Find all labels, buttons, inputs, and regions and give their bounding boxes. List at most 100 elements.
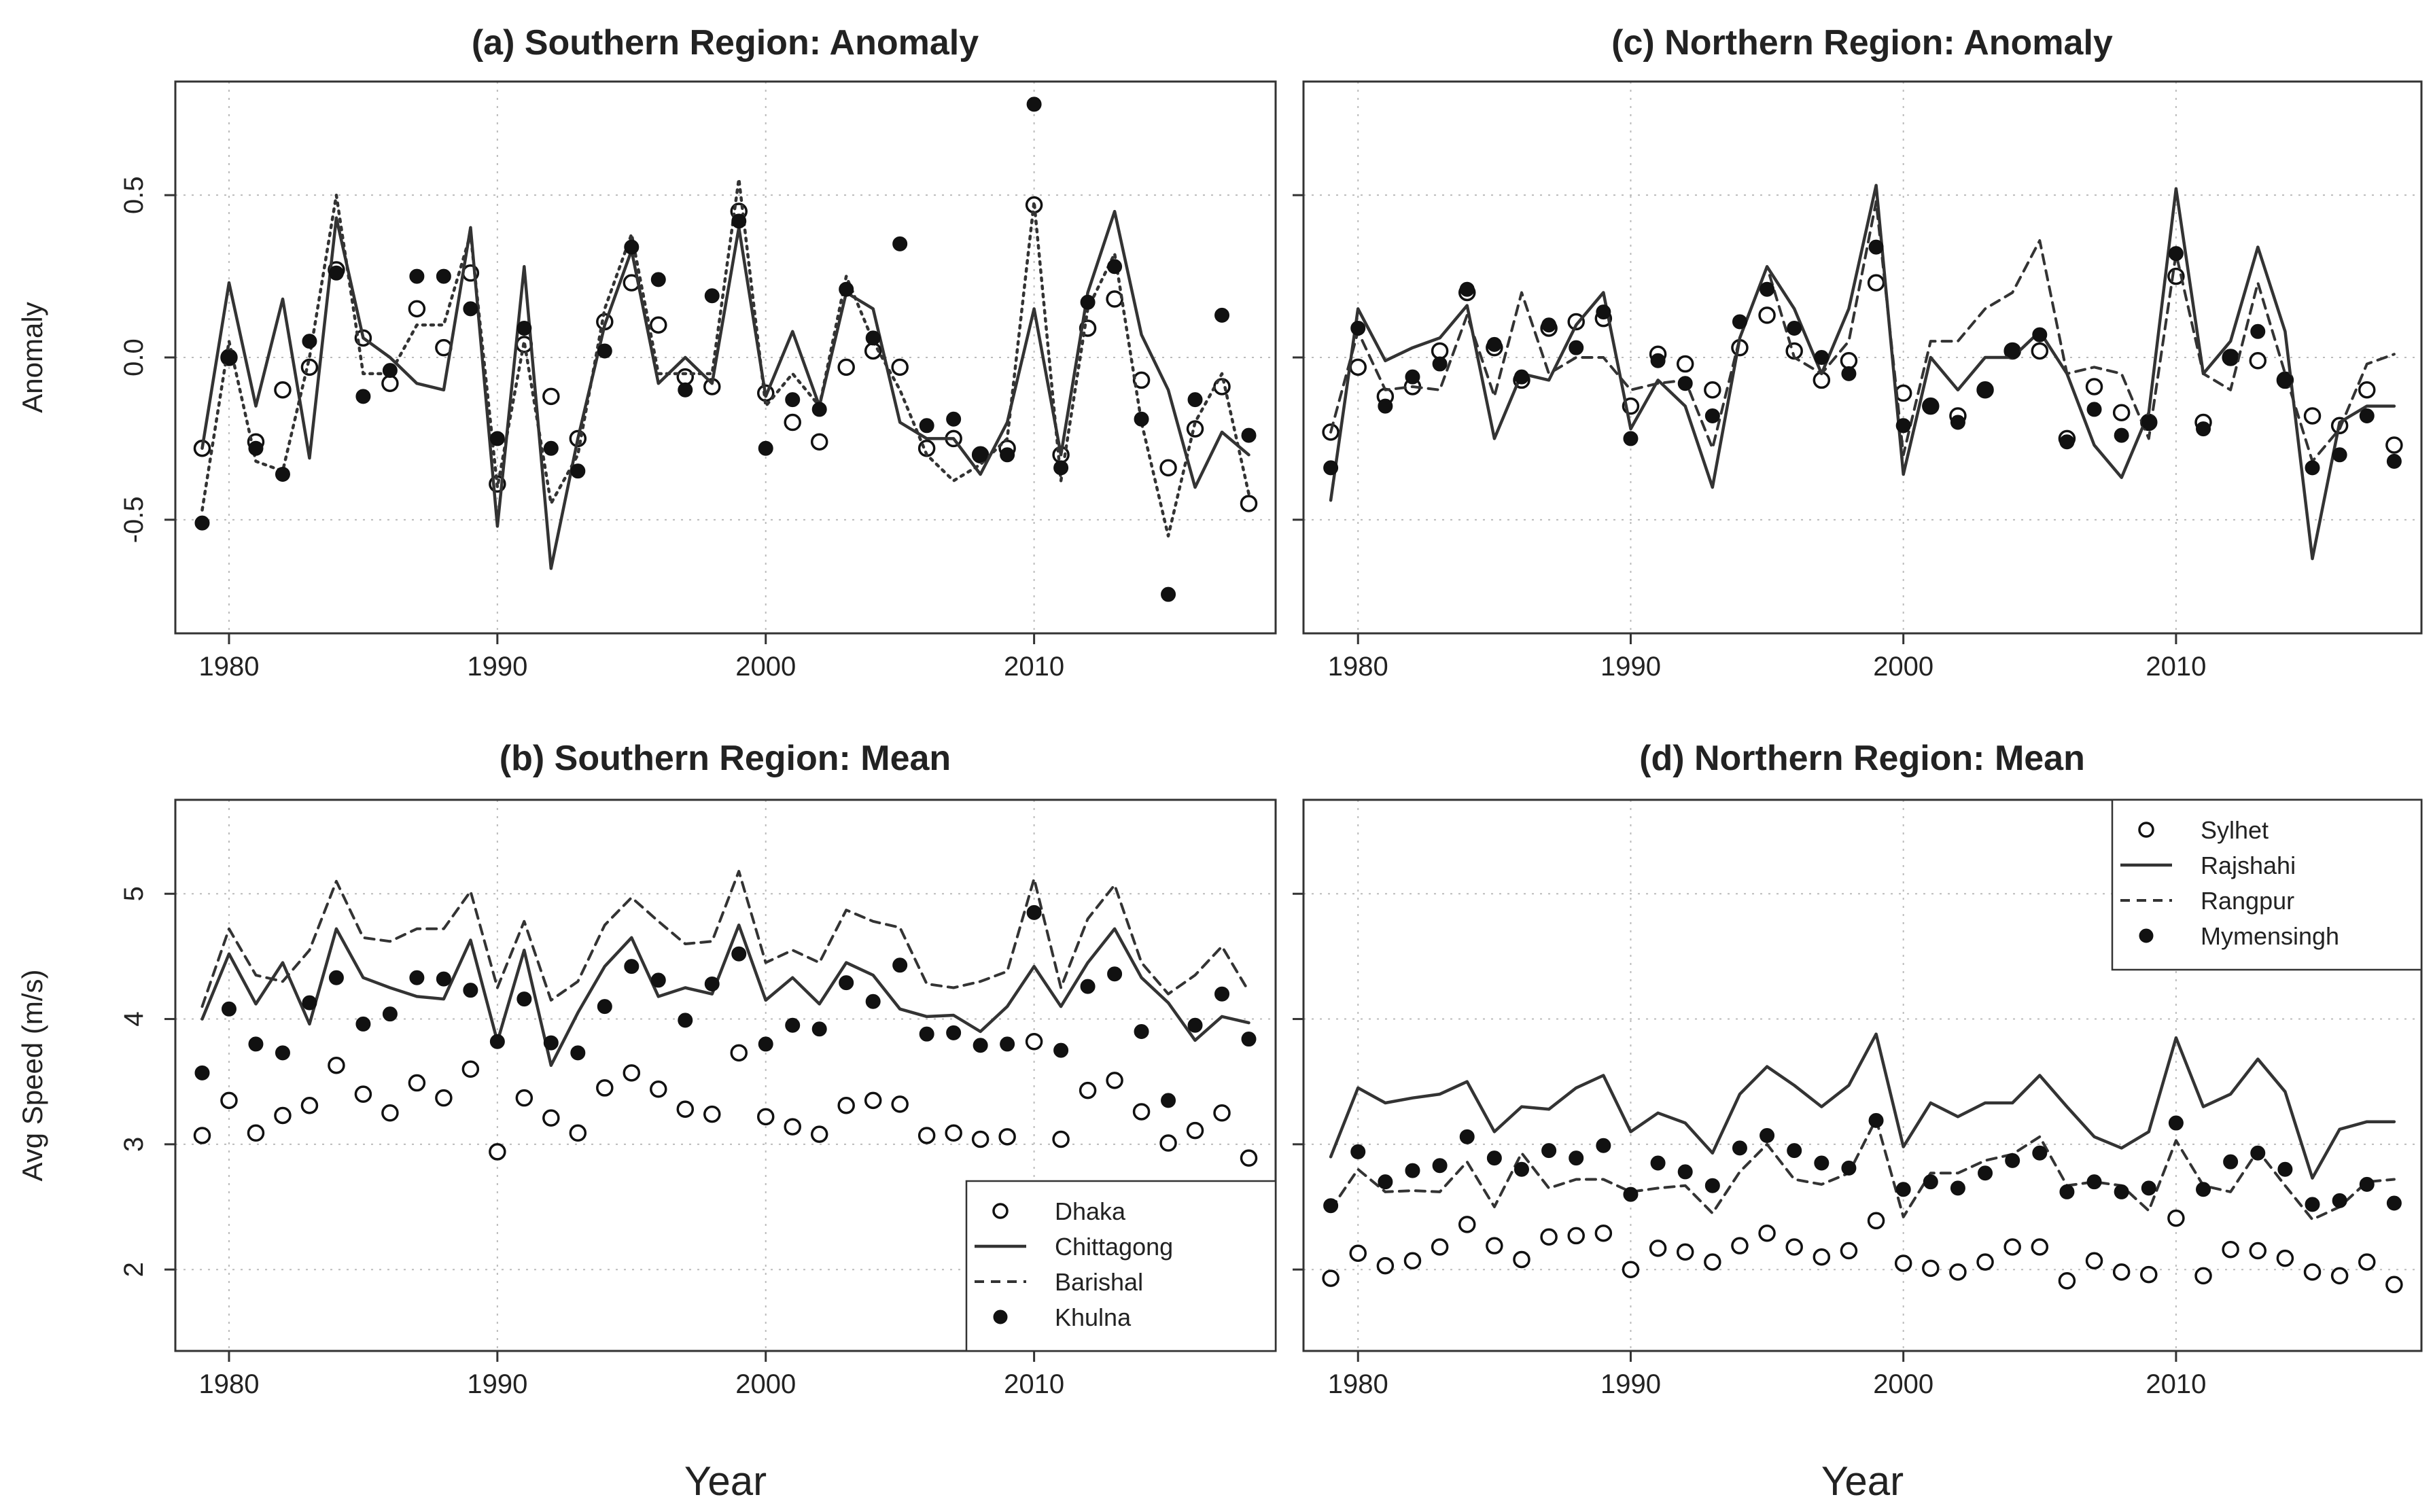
series-barishal [200, 177, 1250, 538]
data-point [2358, 381, 2376, 399]
panel-c: (c) Northern Region: Anomaly 1980 1990 2000… [1293, 23, 2423, 682]
data-point [489, 431, 505, 446]
data-point [703, 1105, 721, 1123]
data-point [2385, 1276, 2403, 1294]
data-point [1459, 281, 1475, 297]
data-point [2277, 1161, 2293, 1177]
series-rangpur [1329, 1118, 2396, 1221]
legend-marker [993, 1309, 1008, 1324]
data-point [837, 358, 855, 376]
series-mymensingh [1323, 239, 2402, 476]
data-point [1677, 1164, 1693, 1180]
data-point [946, 1025, 962, 1040]
data-point [1569, 340, 1584, 355]
data-point [1053, 460, 1069, 476]
data-point [194, 1065, 210, 1080]
data-point [2385, 436, 2403, 454]
data-point [409, 268, 425, 284]
data-point [463, 983, 478, 998]
data-point [515, 1089, 533, 1107]
data-point [2249, 352, 2267, 370]
x-tick-label: 1990 [467, 652, 527, 682]
data-point [650, 316, 667, 334]
legend-label: Mymensingh [2201, 922, 2339, 950]
chart-title: (b) Southern Region: Mean [500, 739, 951, 778]
panel-b: (b) Southern Region: Mean 1980 1990 2000 201… [16, 739, 1277, 1504]
data-point [1814, 350, 1830, 365]
data-point [1458, 1216, 1476, 1233]
data-point [2358, 1253, 2376, 1271]
data-point [1704, 1178, 1720, 1193]
data-point [2168, 246, 2184, 262]
data-point [569, 1124, 587, 1142]
data-point [1867, 1212, 1885, 1230]
panel-d: (d) Northern Region: Mean 1980 1990 2000 201… [1293, 739, 2423, 1504]
data-point [919, 1026, 934, 1042]
data-point [1676, 355, 1694, 373]
data-point [839, 281, 854, 297]
data-point [543, 440, 559, 456]
data-point [2196, 421, 2211, 437]
data-point [436, 268, 451, 284]
data-point [1350, 321, 1366, 336]
data-point [1214, 986, 1230, 1002]
data-point [2222, 1240, 2239, 1259]
data-point [409, 970, 425, 985]
data-point [2112, 1263, 2131, 1281]
y-tick-label: 4 [119, 1011, 149, 1026]
data-point [1895, 418, 1911, 434]
legend-label: Chittagong [1055, 1233, 1173, 1261]
data-point [1787, 321, 1802, 336]
data-point [1214, 307, 1230, 323]
data-point [2167, 1209, 2185, 1227]
data-point [1540, 1228, 1558, 1246]
data-point [730, 1044, 748, 1062]
data-point [2031, 1238, 2049, 1256]
data-point [1623, 431, 1639, 446]
data-point [839, 975, 854, 991]
data-point [1159, 459, 1177, 477]
x-tick-label: 1990 [1600, 652, 1661, 682]
data-point [1868, 239, 1884, 255]
legend-label: Rajshahi [2201, 851, 2296, 879]
data-point [1841, 366, 1857, 381]
data-point [1349, 358, 1367, 376]
data-point [1486, 1150, 1502, 1166]
data-point [1622, 1261, 1640, 1278]
data-point [2058, 1272, 2076, 1290]
data-point [2276, 1249, 2294, 1267]
data-point [2140, 1265, 2158, 1284]
data-point [2032, 327, 2048, 342]
data-point [919, 418, 934, 434]
data-point [1594, 1224, 1613, 1242]
data-point [1569, 1150, 1584, 1166]
data-point [704, 288, 720, 304]
data-point [300, 1096, 319, 1114]
data-point [1026, 96, 1042, 112]
x-tick-label: 2000 [1873, 1369, 1933, 1399]
data-point [837, 1096, 855, 1114]
data-point [1704, 1253, 1721, 1271]
data-point [2305, 460, 2320, 476]
data-point [381, 1104, 399, 1122]
data-point [275, 466, 290, 482]
x-tick-label: 2010 [2146, 1369, 2206, 1399]
data-point [1025, 1032, 1043, 1051]
data-point [1350, 1144, 1366, 1159]
data-point [971, 1130, 990, 1148]
data-point [1813, 1248, 1831, 1266]
legend-marker [2139, 928, 2154, 943]
data-point [2332, 1193, 2347, 1208]
y-tick-label: 0.0 [119, 338, 149, 376]
legend-label: Barishal [1055, 1268, 1143, 1296]
data-point [811, 1021, 827, 1037]
series-mymensingh [1323, 1112, 2402, 1214]
data-point [678, 1013, 693, 1028]
data-point [517, 321, 532, 336]
data-point [1349, 1244, 1367, 1262]
data-point [1431, 1238, 1449, 1256]
data-point [408, 1074, 426, 1092]
data-point [1323, 460, 1339, 476]
x-tick-label: 2010 [1004, 652, 1064, 682]
data-point [1949, 1263, 1967, 1281]
